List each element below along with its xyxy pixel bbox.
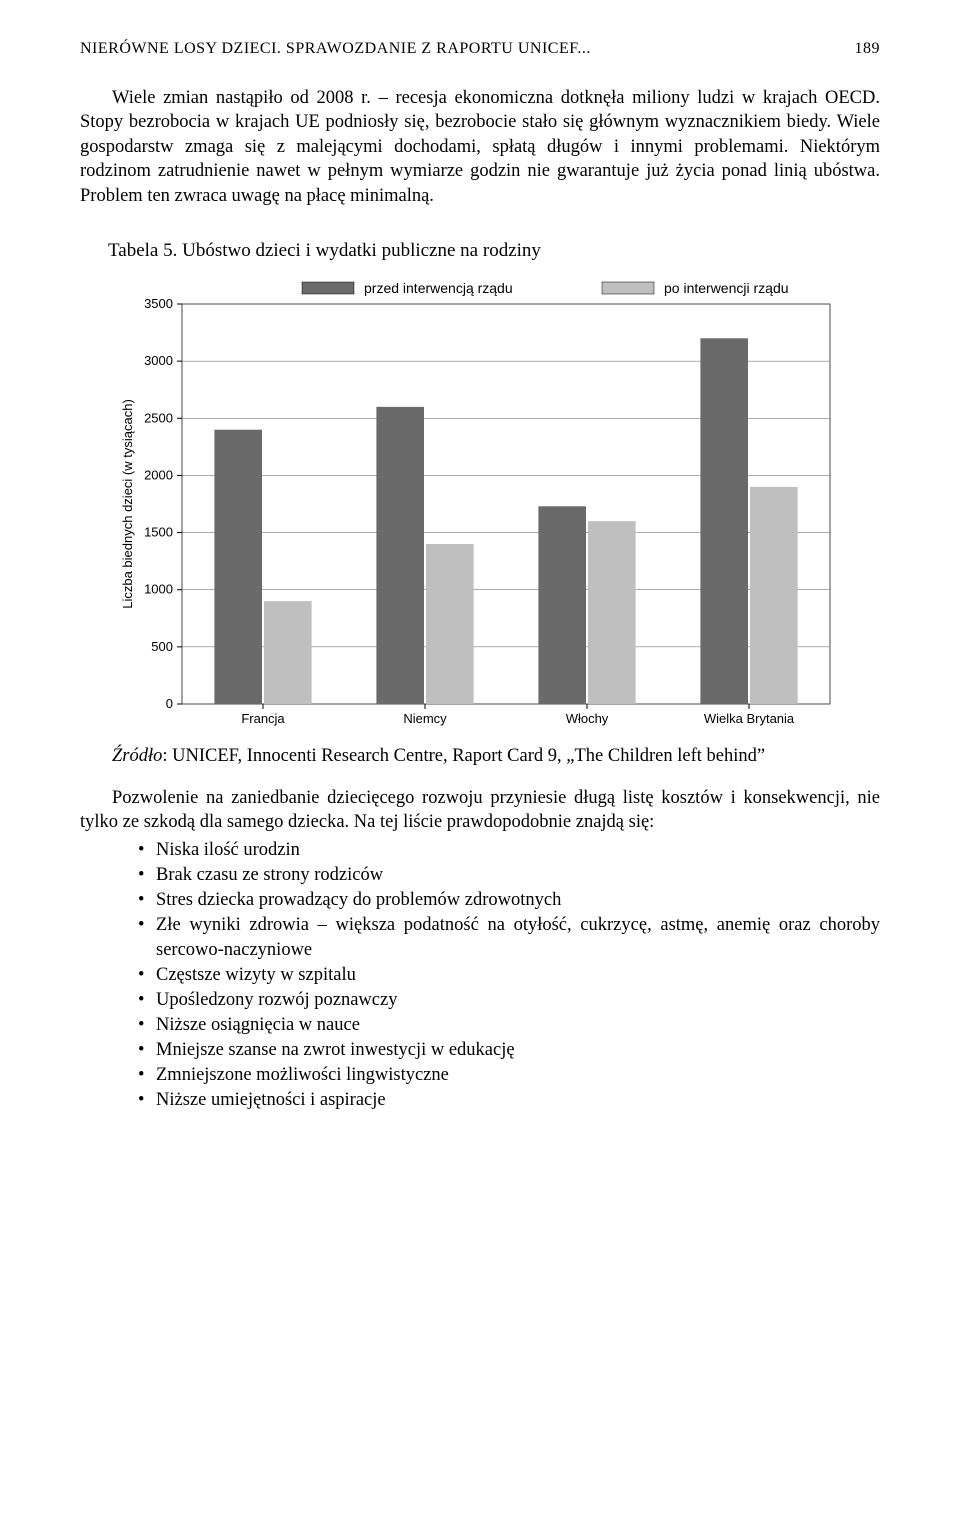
y-tick-label: 1500 [144,525,173,540]
chart-source: Źródło: UNICEF, Innocenti Research Centr… [80,746,880,767]
bar-before [700,338,748,704]
bullet-item: Niższe osiągnięcia w nauce [138,1013,880,1038]
bullet-item: Częstsze wizyty w szpitalu [138,963,880,988]
y-tick-label: 500 [151,639,173,654]
legend-label: przed interwencją rządu [364,280,513,296]
bar-after [264,601,312,704]
bullet-item: Upośledzony rozwój poznawczy [138,988,880,1013]
bar-after [750,487,798,704]
paragraph-1: Wiele zmian nastąpiło od 2008 r. – reces… [80,86,880,208]
x-category-label: Włochy [566,711,609,726]
paragraph-2: Pozwolenie na zaniedbanie dziecięcego ro… [80,786,880,835]
bullet-item: Zmniejszone możliwości lingwistyczne [138,1063,880,1088]
x-category-label: Francja [241,711,285,726]
bar-before [538,506,586,704]
bullet-item: Brak czasu ze strony rodziców [138,863,880,888]
chart-caption: Tabela 5. Ubóstwo dzieci i wydatki publi… [108,240,880,262]
page-number: 189 [855,40,881,58]
bar-after [426,544,474,704]
y-axis-label: Liczba biednych dzieci (w tysiącach) [120,399,135,609]
bullet-item: Niska ilość urodzin [138,838,880,863]
y-tick-label: 2000 [144,467,173,482]
bullet-item: Stres dziecka prowadzący do problemów zd… [138,888,880,913]
bar-before [214,430,262,704]
bullet-item: Mniejsze szanse na zwrot inwestycji w ed… [138,1038,880,1063]
x-category-label: Wielka Brytania [704,711,795,726]
y-tick-label: 3500 [144,296,173,311]
bar-after [588,521,636,704]
bullet-list: Niska ilość urodzinBrak czasu ze strony … [80,838,880,1113]
source-label: Źródło [112,746,162,766]
x-category-label: Niemcy [403,711,447,726]
y-tick-label: 1000 [144,582,173,597]
running-title: NIERÓWNE LOSY DZIECI. SPRAWOZDANIE Z RAP… [80,40,591,58]
source-text: : UNICEF, Innocenti Research Centre, Rap… [162,746,765,766]
bullet-item: Niższe umiejętności i aspiracje [138,1088,880,1113]
y-tick-label: 2500 [144,410,173,425]
bar-before [376,407,424,704]
bullet-item: Złe wyniki zdrowia – większa podatność n… [138,913,880,963]
bar-chart: przed interwencją rządu po interwencji rz… [100,268,860,738]
chart-container: przed interwencją rządu po interwencji rz… [80,268,880,738]
running-head: NIERÓWNE LOSY DZIECI. SPRAWOZDANIE Z RAP… [80,40,880,58]
y-tick-label: 3000 [144,353,173,368]
y-tick-label: 0 [166,696,173,711]
legend-label: po interwencji rządu [664,280,789,296]
